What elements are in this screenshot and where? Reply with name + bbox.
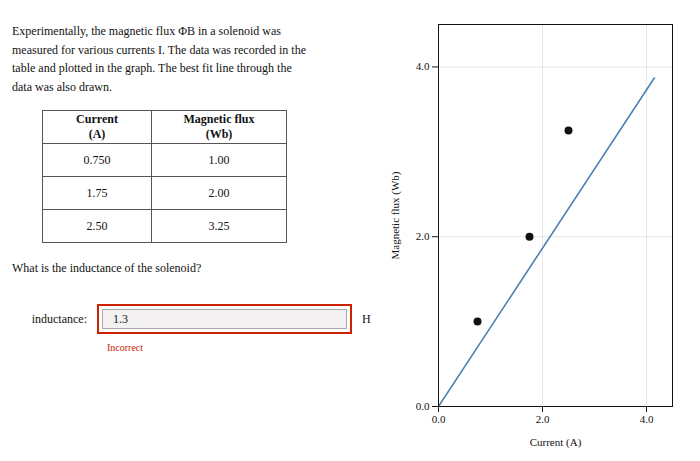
html-text:What is the inductance of the: What is the inductance of the solenoid? [12, 261, 202, 276]
html-text:2.00: 2.00 [208, 185, 230, 200]
svg-text:Current (A): Current (A) [530, 436, 582, 449]
html-text:Current: Current [76, 111, 118, 126]
html-text:3.25: 3.25 [208, 218, 230, 233]
html-text:2.50: 2.50 [86, 218, 108, 233]
html-text:Magnetic flux: Magnetic flux [183, 111, 255, 126]
html-text:1.75: 1.75 [86, 185, 108, 200]
svg-text:0.0: 0.0 [432, 413, 446, 425]
html-text:0.750: 0.750 [83, 152, 111, 167]
svg-text:2.0: 2.0 [536, 413, 550, 425]
html-text:(Wb): (Wb) [205, 127, 233, 142]
html-text:data was also drawn.: data was also drawn. [12, 79, 112, 94]
html-text:1.00: 1.00 [208, 152, 230, 167]
html-text:(A): (A) [88, 127, 106, 142]
html-text:table and plotted in the graph: table and plotted in the graph. The best… [12, 61, 292, 76]
svg-text:0.0: 0.0 [416, 400, 430, 412]
html-text:H: H [362, 311, 371, 326]
svg-text:Magnetic flux (Wb): Magnetic flux (Wb) [389, 171, 402, 259]
html-text:inductance:: inductance: [31, 311, 87, 326]
html-text:Experimentally, the magnetic f: Experimentally, the magnetic flux ΦB in … [12, 24, 281, 38]
html-text:Incorrect: Incorrect [107, 342, 144, 353]
html-text:measured for various currents: measured for various currents I. The dat… [12, 42, 306, 57]
svg-text:4.0: 4.0 [416, 60, 430, 72]
svg-text:2.0: 2.0 [416, 230, 430, 242]
svg-text:4.0: 4.0 [640, 413, 654, 425]
html-text:1.3: 1.3 [113, 311, 128, 326]
